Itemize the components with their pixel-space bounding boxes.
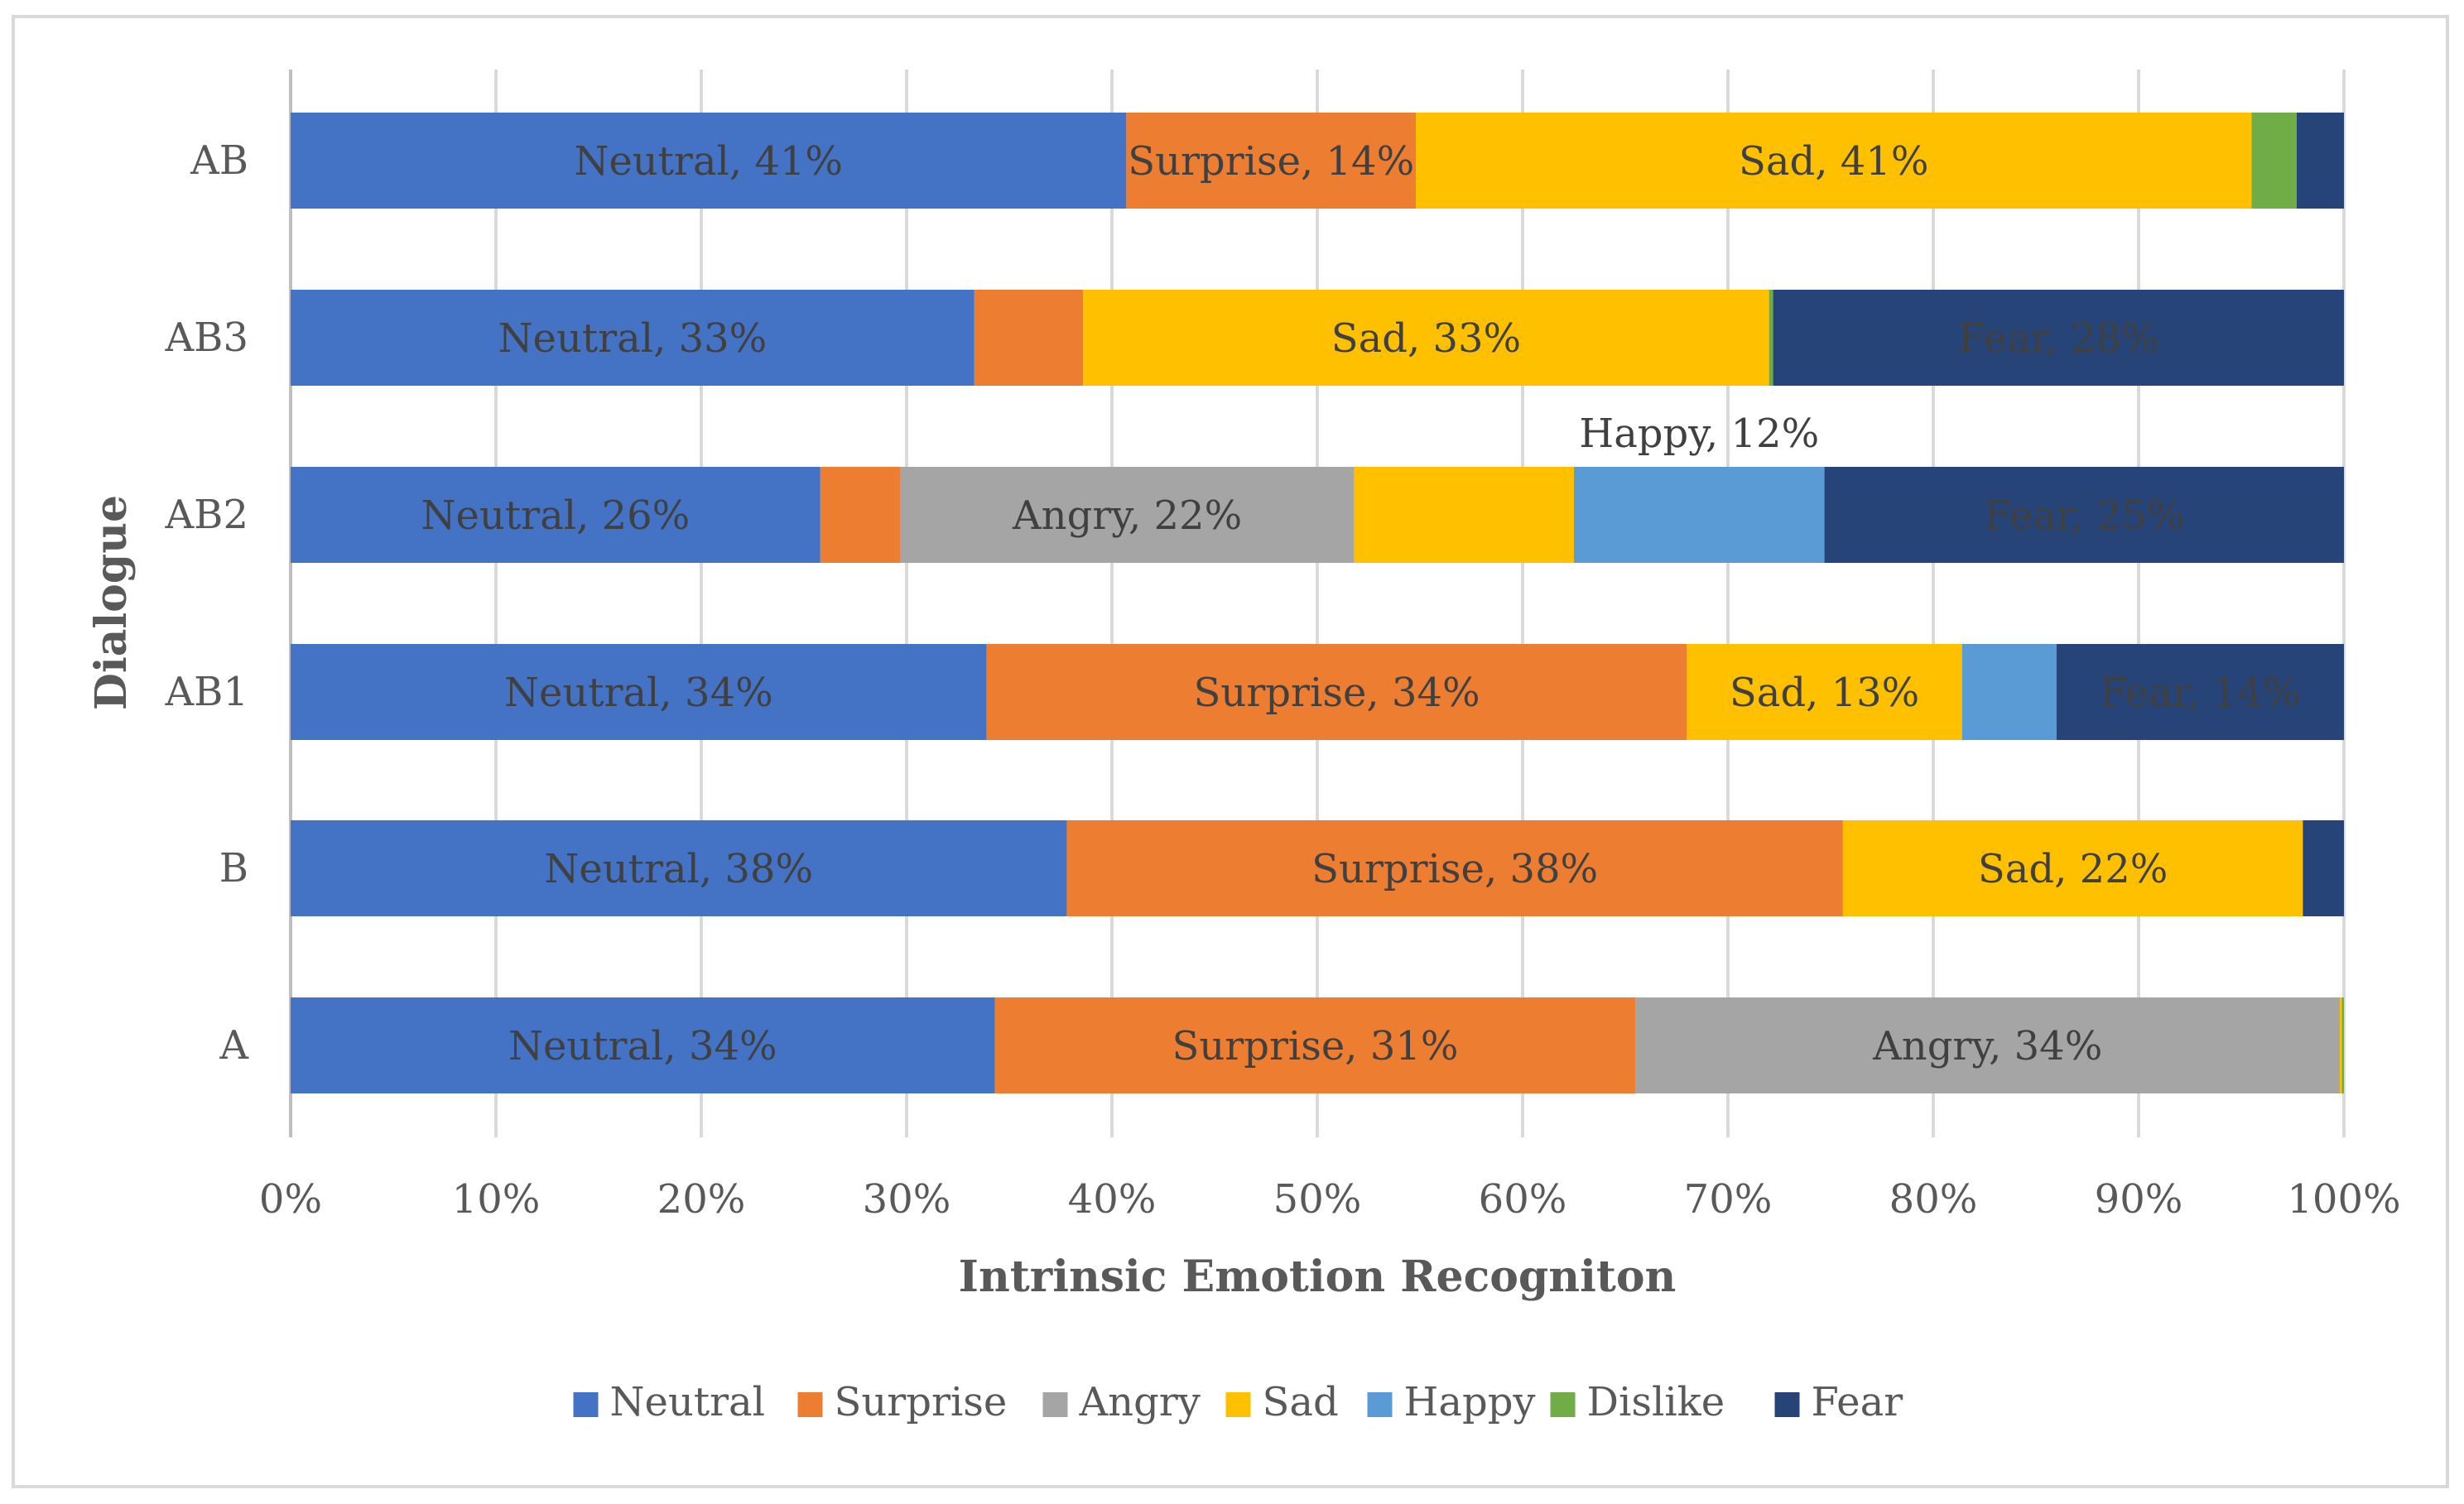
y-tick-label: AB2 — [165, 492, 248, 538]
x-tick-label: 100% — [2287, 1176, 2400, 1223]
bar-segment-sad — [1842, 820, 2303, 916]
bar-segment-surprise — [1126, 113, 1417, 209]
data-label: Neutral, 26% — [421, 493, 691, 539]
data-label: Fear, 28% — [1958, 315, 2159, 362]
data-label: Neutral, 38% — [544, 846, 813, 892]
legend-swatch-neutral — [573, 1392, 599, 1417]
bar-segment-fear — [2056, 644, 2344, 740]
y-tick-label: AB3 — [165, 315, 248, 361]
legend-swatch-surprise — [797, 1392, 823, 1417]
bar-segment-fear — [1773, 290, 2344, 386]
y-tick-label: AB — [190, 137, 248, 184]
x-tick-label: 80% — [1889, 1176, 1978, 1223]
data-label: Angry, 22% — [1012, 493, 1242, 539]
legend-label-angry: Angry — [1079, 1379, 1201, 1425]
legend-swatch-angry — [1042, 1392, 1068, 1417]
bar-segment-surprise — [986, 644, 1687, 740]
data-label: Surprise, 14% — [1128, 138, 1414, 185]
data-label: Happy, 12% — [1579, 411, 1819, 457]
x-tick-label: 50% — [1273, 1176, 1362, 1223]
bar-segment-sad — [1687, 644, 1962, 740]
bar-segment-surprise — [994, 997, 1636, 1093]
bar-segment-dislike — [2341, 997, 2344, 1093]
legend-swatch-sad — [1225, 1392, 1251, 1417]
x-tick-label: 60% — [1479, 1176, 1567, 1223]
bar-segment-happy — [1574, 467, 1825, 563]
x-tick-label: 70% — [1684, 1176, 1773, 1223]
bar-segment-neutral — [291, 113, 1127, 209]
bar-segment-sad — [1354, 467, 1574, 563]
legend-swatch-happy — [1367, 1392, 1393, 1417]
legend-label-surprise: Surprise — [835, 1379, 1008, 1425]
data-label: Sad, 22% — [1978, 846, 2168, 892]
bar-segment-surprise — [820, 467, 901, 563]
x-tick-label: 20% — [657, 1176, 746, 1223]
data-label: Surprise, 34% — [1194, 670, 1480, 716]
legend-swatch-dislike — [1550, 1392, 1576, 1417]
legend-label-neutral: Neutral — [610, 1379, 766, 1425]
bar-segment-neutral — [291, 644, 987, 740]
stacked-bar-chart: 0% 10% 20% 30% 40% 50% 60% 70% 80% 90% 100%ABAB3AB… — [86, 70, 2401, 1425]
data-label: Fear, 25% — [1984, 493, 2185, 539]
data-label: Angry, 34% — [1872, 1023, 2102, 1069]
bar-segment-sad — [1083, 290, 1769, 386]
bar-segment-neutral — [291, 997, 995, 1093]
data-label: Sad, 13% — [1730, 670, 1919, 716]
x-axis-title: Intrinsic Emotion Recogniton — [959, 1252, 1677, 1302]
bar-segment-angry — [900, 467, 1355, 563]
bar-segment-neutral — [291, 820, 1067, 916]
data-label: Fear, 14% — [2100, 670, 2301, 716]
bar-segment-surprise — [974, 290, 1084, 386]
data-label: Surprise, 38% — [1311, 846, 1598, 892]
bar-segment-fear — [2303, 820, 2344, 916]
bar-segment-dislike — [1769, 290, 1773, 386]
bar-segment-sad — [1416, 113, 2252, 209]
x-tick-label: 10% — [452, 1176, 541, 1223]
x-tick-label: 90% — [2095, 1176, 2183, 1223]
bar-segment-angry — [1635, 997, 2341, 1093]
bar-segment-happy — [1961, 644, 2057, 740]
y-axis-title: Dialogue — [86, 495, 137, 710]
data-label: Sad, 33% — [1331, 315, 1521, 362]
y-tick-label: B — [219, 845, 248, 891]
chart-frame: 0% 10% 20% 30% 40% 50% 60% 70% 80% 90% 100% AB AB3 AB… — [12, 15, 2449, 1488]
data-label: Surprise, 31% — [1172, 1023, 1459, 1069]
bar-segment-dislike — [2251, 113, 2297, 209]
x-tick-label: 30% — [863, 1176, 951, 1223]
y-tick-label: AB1 — [165, 669, 248, 715]
y-tick-label: A — [219, 1022, 249, 1069]
x-tick-label: 0% — [259, 1176, 322, 1223]
data-label: Neutral, 41% — [574, 138, 843, 185]
bar-segment-surprise — [1066, 820, 1843, 916]
bar-segment-fear — [1824, 467, 2344, 563]
bar-segment-fear — [2296, 113, 2344, 209]
legend-swatch-fear — [1774, 1392, 1800, 1417]
legend-label-happy: Happy — [1404, 1379, 1536, 1425]
data-label: Neutral, 34% — [504, 670, 773, 716]
x-tick-label: 40% — [1068, 1176, 1157, 1223]
bar-segment-neutral — [291, 467, 821, 563]
bar-segment-neutral — [291, 290, 975, 386]
bar-segment-sad — [2340, 997, 2342, 1093]
legend-label-sad: Sad — [1263, 1379, 1339, 1425]
legend-label-fear: Fear — [1812, 1379, 1903, 1425]
legend-label-dislike: Dislike — [1587, 1379, 1725, 1425]
data-label: Neutral, 34% — [508, 1023, 777, 1069]
data-label: Sad, 41% — [1739, 138, 1928, 185]
data-label: Neutral, 33% — [498, 315, 768, 362]
